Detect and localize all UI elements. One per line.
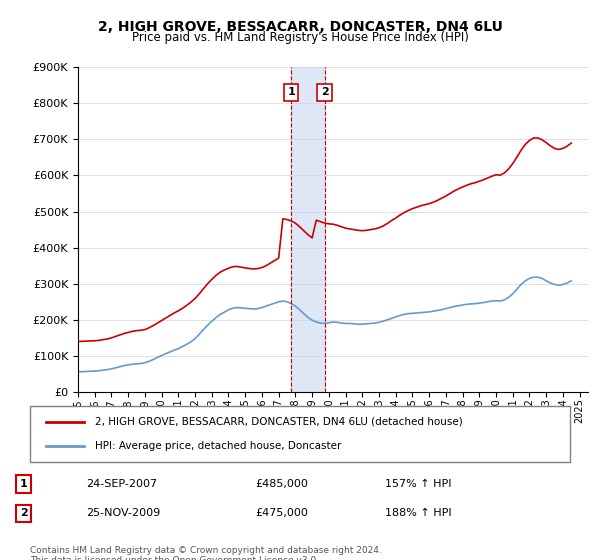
Text: 188% ↑ HPI: 188% ↑ HPI [385,508,451,519]
Text: 157% ↑ HPI: 157% ↑ HPI [385,479,451,489]
Bar [291,67,325,392]
Text: 25-NOV-2009: 25-NOV-2009 [86,508,160,519]
Text: 24-SEP-2007: 24-SEP-2007 [86,479,157,489]
Text: Price paid vs. HM Land Registry's House Price Index (HPI): Price paid vs. HM Land Registry's House … [131,31,469,44]
Text: 1: 1 [287,87,295,97]
Text: £475,000: £475,000 [255,508,308,519]
Text: 2, HIGH GROVE, BESSACARR, DONCASTER, DN4 6LU: 2, HIGH GROVE, BESSACARR, DONCASTER, DN4… [98,20,502,34]
Text: £485,000: £485,000 [255,479,308,489]
Text: 2, HIGH GROVE, BESSACARR, DONCASTER, DN4 6LU (detached house): 2, HIGH GROVE, BESSACARR, DONCASTER, DN4… [95,417,463,427]
Text: 2: 2 [321,87,329,97]
Text: 1: 1 [20,479,28,489]
Text: HPI: Average price, detached house, Doncaster: HPI: Average price, detached house, Donc… [95,441,341,451]
Text: 2: 2 [20,508,28,519]
FancyBboxPatch shape [30,406,570,462]
Text: Contains HM Land Registry data © Crown copyright and database right 2024.
This d: Contains HM Land Registry data © Crown c… [30,546,382,560]
